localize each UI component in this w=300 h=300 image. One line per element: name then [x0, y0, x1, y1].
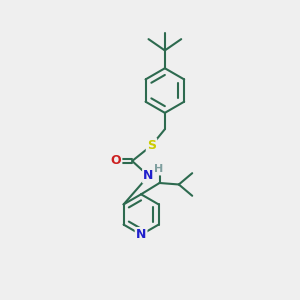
Text: H: H — [154, 164, 164, 174]
Text: N: N — [143, 169, 154, 182]
Text: O: O — [110, 154, 121, 167]
Text: N: N — [136, 228, 146, 241]
Text: S: S — [147, 139, 156, 152]
